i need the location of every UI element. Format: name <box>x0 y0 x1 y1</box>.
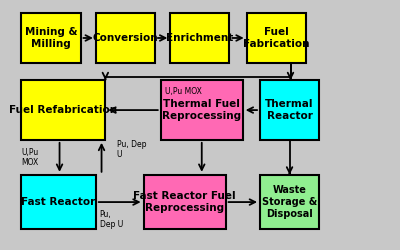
Text: Thermal Fuel
Reprocessing: Thermal Fuel Reprocessing <box>162 99 241 121</box>
Bar <box>161 80 243 140</box>
Bar <box>96 13 155 63</box>
Bar <box>247 13 306 63</box>
Bar <box>260 80 319 140</box>
Text: Fast Reactor: Fast Reactor <box>22 197 96 207</box>
Bar <box>170 13 230 63</box>
Bar <box>260 175 319 230</box>
Text: Fuel
Fabrication: Fuel Fabrication <box>243 27 310 49</box>
Text: Waste
Storage &
Disposal: Waste Storage & Disposal <box>262 186 317 219</box>
Bar <box>21 13 80 63</box>
Text: Pu, Dep
U: Pu, Dep U <box>117 140 146 159</box>
Text: U,Pu MOX: U,Pu MOX <box>164 88 202 96</box>
Bar <box>21 175 96 230</box>
Text: Mining &
Milling: Mining & Milling <box>25 27 77 49</box>
Text: Thermal
Reactor: Thermal Reactor <box>265 99 314 121</box>
Bar <box>144 175 226 230</box>
Text: Enrichment: Enrichment <box>166 33 234 43</box>
Text: Pu,
Dep U: Pu, Dep U <box>100 210 123 230</box>
Text: Fuel Refabrication: Fuel Refabrication <box>9 105 118 115</box>
Text: Fast Reactor Fuel
Reprocessing: Fast Reactor Fuel Reprocessing <box>133 191 236 213</box>
Bar <box>21 80 105 140</box>
Text: U,Pu
MOX: U,Pu MOX <box>21 148 39 167</box>
Text: Conversion: Conversion <box>92 33 158 43</box>
